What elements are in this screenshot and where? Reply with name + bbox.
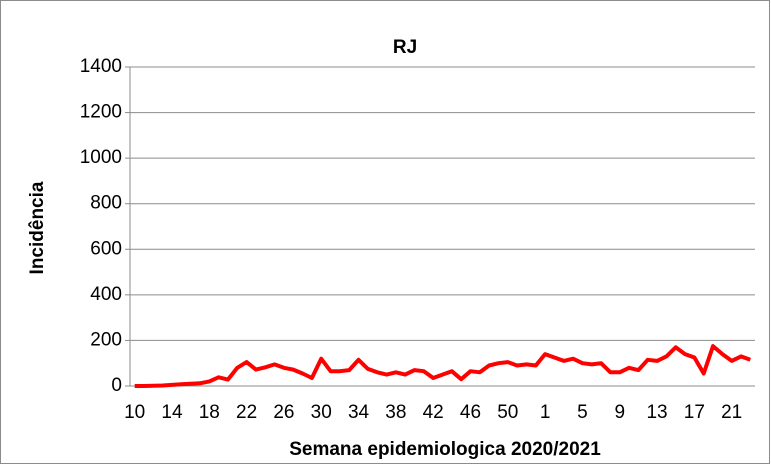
x-tick-label: 34 xyxy=(348,402,370,423)
chart-title: RJ xyxy=(393,37,417,58)
y-tick-label: 600 xyxy=(90,238,122,259)
y-tick-label: 1200 xyxy=(80,102,122,123)
y-tick-label: 0 xyxy=(111,375,122,396)
data-line xyxy=(134,344,751,388)
x-axis-label: Semana epidemiologica 2020/2021 xyxy=(289,439,601,460)
x-tick-label: 14 xyxy=(161,402,183,423)
x-tick-label: 46 xyxy=(460,402,481,423)
y-tick-label: 400 xyxy=(90,284,122,305)
y-tick-label: 800 xyxy=(90,193,122,214)
x-tick-label: 17 xyxy=(684,402,705,423)
x-tick-label: 13 xyxy=(646,402,667,423)
x-tick-label: 5 xyxy=(577,402,588,423)
x-tick-label: 26 xyxy=(273,402,294,423)
x-tick-label: 1 xyxy=(540,402,551,423)
x-tick-label: 22 xyxy=(236,402,257,423)
x-tick-label: 9 xyxy=(614,402,625,423)
x-tick-label: 21 xyxy=(721,402,742,423)
x-tick-label: 42 xyxy=(423,402,444,423)
x-tick-label: 30 xyxy=(311,402,332,423)
y-tick-label: 1000 xyxy=(80,147,122,168)
y-tick-label: 1400 xyxy=(80,56,122,77)
x-tick-label: 38 xyxy=(385,402,406,423)
x-tick-label: 10 xyxy=(124,402,145,423)
x-tick-label: 50 xyxy=(497,402,518,423)
y-axis-label: Incidência xyxy=(27,181,48,274)
x-tick-label: 18 xyxy=(199,402,220,423)
y-tick-label: 200 xyxy=(90,329,122,350)
